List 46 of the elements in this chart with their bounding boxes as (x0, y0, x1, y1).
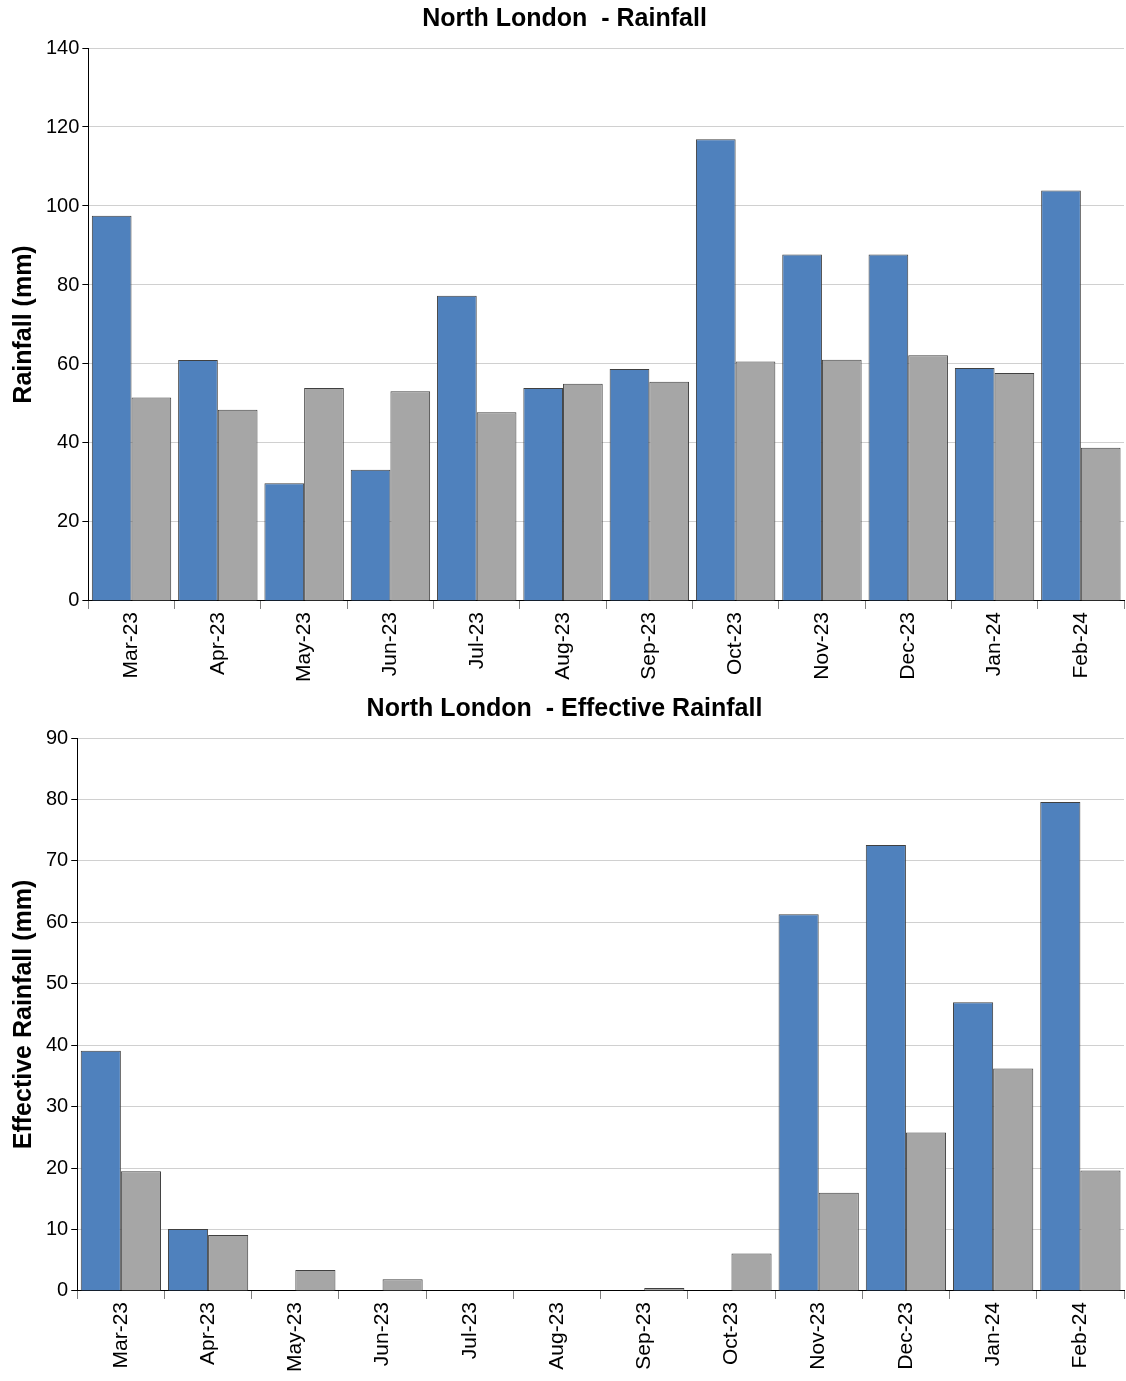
y-tick-label: 90 (46, 725, 69, 748)
x-tick-label: Dec-23 (895, 611, 919, 680)
chart-title: North London - Rainfall (422, 2, 707, 31)
x-tick-label: Dec-23 (892, 1301, 916, 1370)
y-tick-label: 80 (57, 272, 80, 295)
y-tick-label: 40 (46, 1032, 69, 1055)
y-tick-label: 20 (57, 509, 80, 532)
x-tick-label: Jul-23 (463, 611, 487, 670)
x-tick-label: Mar-23 (118, 611, 142, 679)
y-tick-label: 60 (57, 351, 80, 374)
y-tick-label: 60 (46, 909, 69, 932)
y-tick-label: 50 (46, 971, 69, 994)
x-tick-label: May-23 (282, 1301, 306, 1373)
y-tick-label: 0 (68, 588, 80, 611)
y-tick-label: 70 (46, 848, 69, 871)
y-tick-label: 40 (57, 430, 80, 453)
x-tick-label: Aug-23 (543, 1301, 567, 1370)
y-tick-label: 140 (45, 35, 80, 58)
x-tick-label: Mar-23 (107, 1301, 131, 1369)
y-tick-label: 0 (57, 1278, 69, 1301)
x-tick-label: Aug-23 (549, 611, 573, 680)
x-tick-label: Oct-23 (718, 1301, 742, 1366)
x-tick-label: Jun-23 (369, 1301, 393, 1367)
y-tick-label: 10 (46, 1217, 69, 1240)
chart-title: North London - Effective Rainfall (366, 692, 763, 721)
x-tick-label: Nov-23 (805, 1301, 829, 1370)
y-tick-label: 100 (45, 193, 80, 216)
x-tick-label: Oct-23 (722, 611, 746, 676)
y-tick-label: 30 (46, 1094, 69, 1117)
x-tick-label: Feb-24 (1067, 611, 1091, 679)
y-tick-label: 120 (45, 114, 80, 137)
x-tick-label: May-23 (290, 611, 314, 683)
x-tick-label: Apr-23 (204, 611, 228, 676)
x-tick-label: Apr-23 (194, 1301, 218, 1366)
x-tick-label: Jan-24 (979, 1301, 1003, 1367)
y-axis-title: Rainfall (mm) (7, 245, 36, 404)
x-tick-label: Jul-23 (456, 1301, 480, 1360)
y-tick-label: 20 (46, 1155, 69, 1178)
x-tick-label: Jun-23 (377, 611, 401, 677)
x-tick-label: Sep-23 (636, 611, 660, 680)
x-tick-label: Jan-24 (981, 611, 1005, 677)
y-tick-label: 80 (46, 786, 69, 809)
x-tick-label: Sep-23 (631, 1301, 655, 1370)
x-tick-label: Feb-24 (1067, 1301, 1091, 1369)
x-tick-label: Nov-23 (808, 611, 832, 680)
y-axis-title: Effective Rainfall (mm) (7, 879, 36, 1150)
